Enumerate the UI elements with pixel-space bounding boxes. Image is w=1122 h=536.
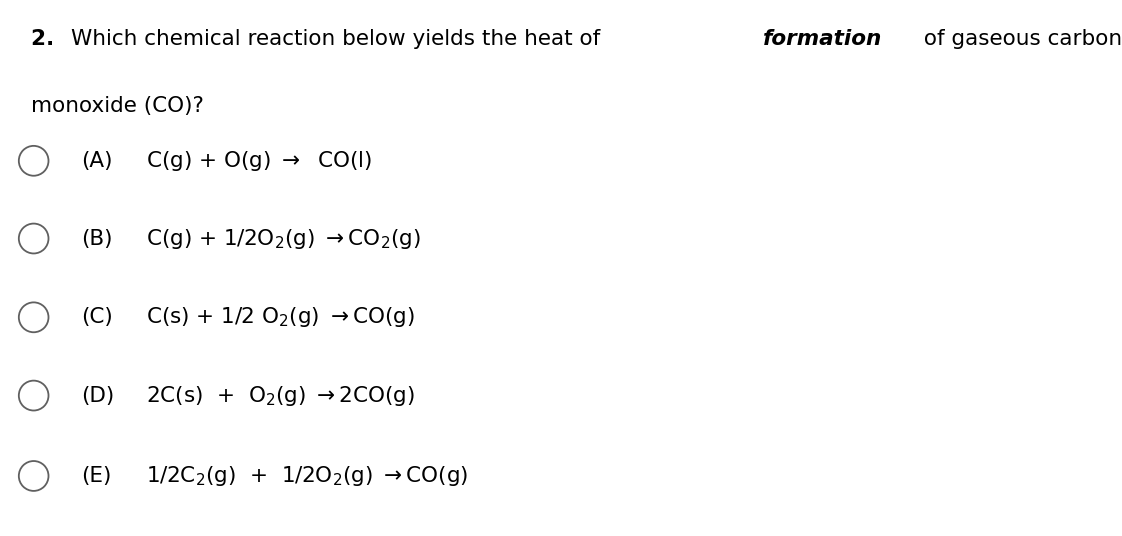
Text: (B): (B): [81, 228, 112, 249]
Text: C(g) + O(g) $\rightarrow$  CO(l): C(g) + O(g) $\rightarrow$ CO(l): [146, 149, 373, 173]
Text: (C): (C): [81, 307, 112, 327]
Text: monoxide (CO)?: monoxide (CO)?: [31, 96, 204, 116]
Text: of gaseous carbon: of gaseous carbon: [917, 29, 1122, 49]
Text: (E): (E): [81, 466, 111, 486]
Text: formation: formation: [763, 29, 882, 49]
Text: 2C(s)  +  O$_2$(g) $\rightarrow$2CO(g): 2C(s) + O$_2$(g) $\rightarrow$2CO(g): [146, 384, 415, 407]
Text: C(g) + 1/2O$_2$(g) $\rightarrow$CO$_2$(g): C(g) + 1/2O$_2$(g) $\rightarrow$CO$_2$(g…: [146, 227, 421, 250]
Text: 2.: 2.: [31, 29, 62, 49]
Text: C(s) + 1/2 O$_2$(g) $\rightarrow$CO(g): C(s) + 1/2 O$_2$(g) $\rightarrow$CO(g): [146, 306, 415, 329]
Text: (A): (A): [81, 151, 112, 171]
Text: Which chemical reaction below yields the heat of: Which chemical reaction below yields the…: [71, 29, 607, 49]
Text: 1/2C$_2$(g)  +  1/2O$_2$(g) $\rightarrow$CO(g): 1/2C$_2$(g) + 1/2O$_2$(g) $\rightarrow$C…: [146, 464, 468, 488]
Text: (D): (D): [81, 385, 114, 406]
